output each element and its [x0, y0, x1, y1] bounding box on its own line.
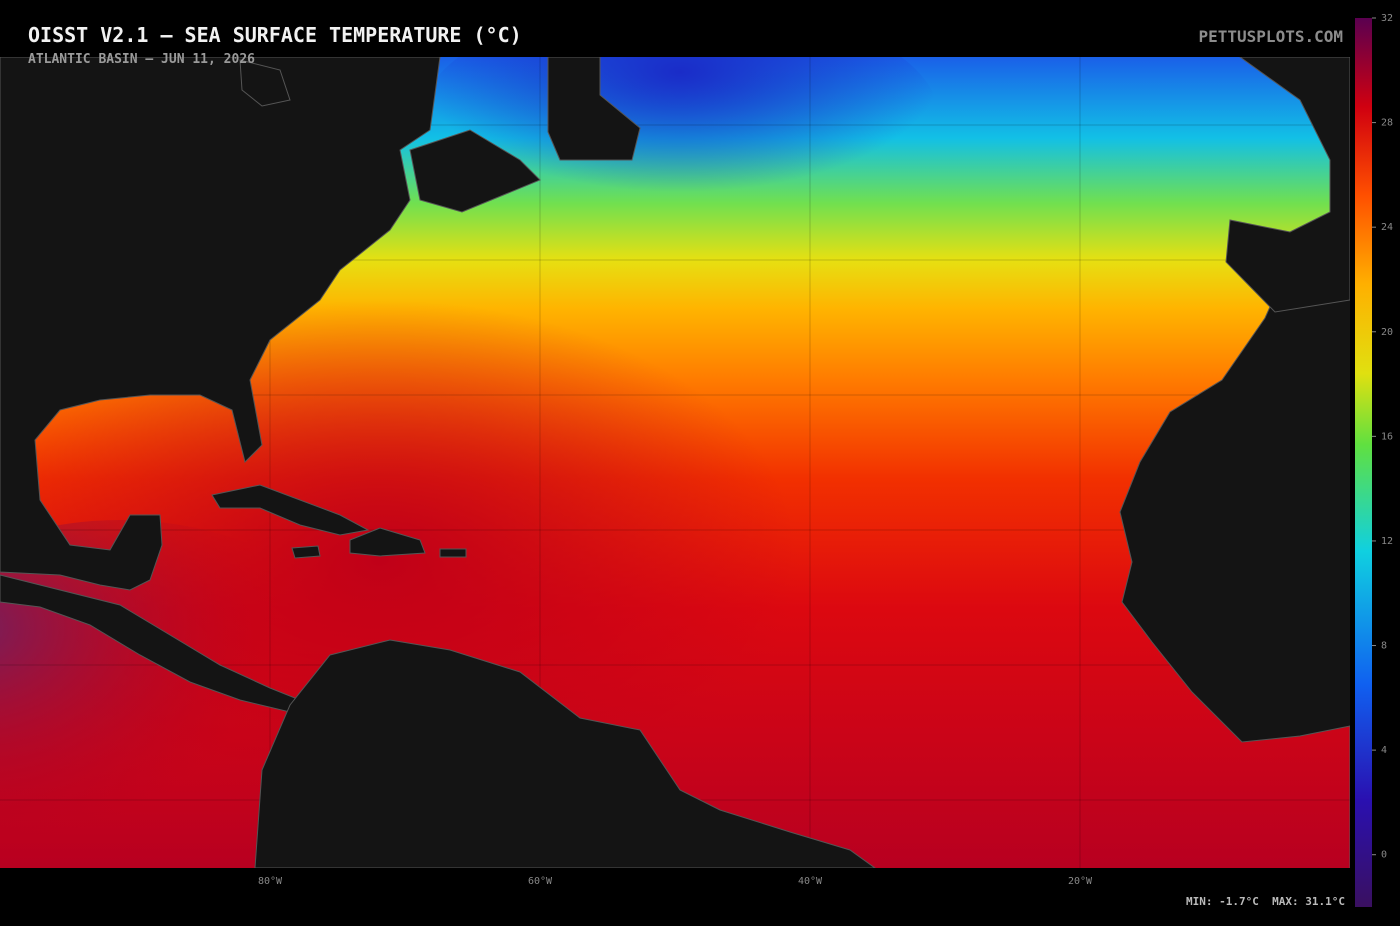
longitude-label: 40°W [798, 876, 823, 887]
longitude-label: 80°W [258, 876, 283, 887]
colorbar-tick-label: 4 [1381, 745, 1387, 756]
land [0, 57, 1350, 868]
colorbar-tick-label: 8 [1381, 641, 1387, 652]
longitude-label: 60°W [528, 876, 553, 887]
colorbar-tick-label: 0 [1381, 850, 1387, 861]
longitude-labels: 80°W 60°W 40°W 20°W [258, 876, 1093, 887]
colorbar-tick-label: 12 [1381, 536, 1393, 547]
colorbar-tick-label: 16 [1381, 431, 1393, 442]
map [0, 57, 1350, 868]
colorbar-ticks: 32 28 24 20 16 12 8 4 0 [1372, 13, 1393, 861]
stats: MIN: -1.7°C MAX: 31.1°C [1186, 895, 1345, 908]
colorbar-tick-label: 32 [1381, 13, 1393, 24]
colorbar-tick-label: 24 [1381, 222, 1393, 233]
longitude-label: 20°W [1068, 876, 1093, 887]
colorbar [1355, 18, 1372, 907]
colorbar-tick-label: 28 [1381, 118, 1393, 129]
title: OISST V2.1 — SEA SURFACE TEMPERATURE (°C… [28, 23, 522, 47]
brand: PETTUSPLOTS.COM [1199, 27, 1344, 46]
subtitle: ATLANTIC BASIN — JUN 11, 2026 [28, 52, 255, 67]
colorbar-tick-label: 20 [1381, 327, 1393, 338]
